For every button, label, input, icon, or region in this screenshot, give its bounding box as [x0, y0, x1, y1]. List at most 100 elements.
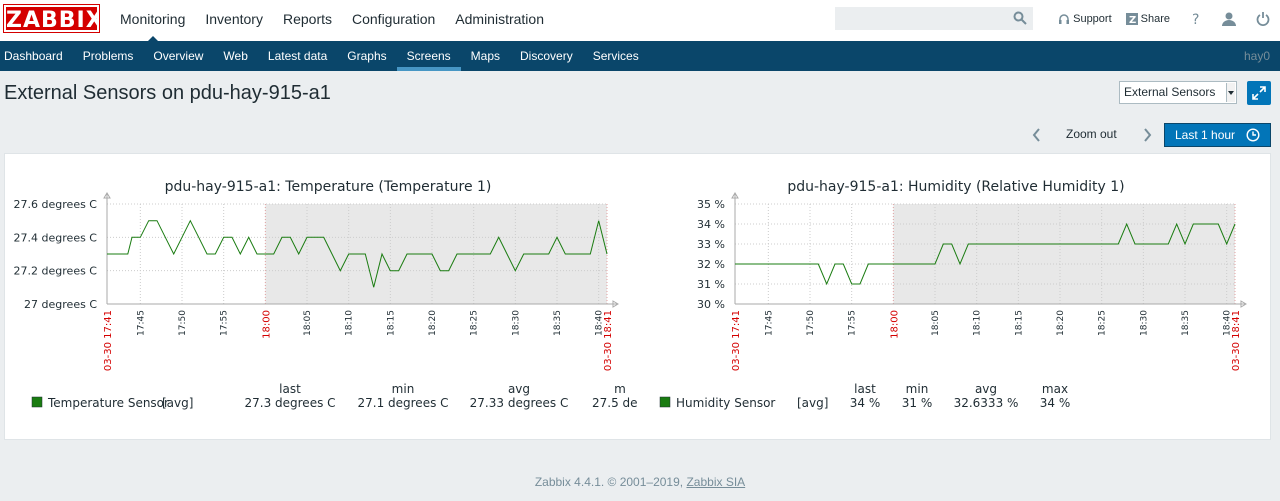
x-tick-label: 18:20: [1056, 310, 1066, 336]
x-tick-label: 18:05: [303, 310, 313, 336]
submenu-latest-data[interactable]: Latest data: [267, 49, 328, 63]
menu-administration[interactable]: Administration: [455, 11, 544, 27]
top-links: Support Z Share ?: [1044, 0, 1270, 38]
submenu-graphs[interactable]: Graphs: [347, 49, 387, 63]
screen-select[interactable]: External Sensors: [1119, 81, 1237, 104]
x-red-tick-label: 03-30 18:41: [1231, 310, 1242, 371]
menu-inventory[interactable]: Inventory: [205, 11, 263, 27]
legend-value-avg: 32.6333 %: [954, 396, 1019, 410]
zabbix-logo[interactable]: ZABBIX: [3, 4, 103, 33]
y-tick-label: 27.2 degrees C: [14, 265, 98, 278]
legend-swatch: [659, 396, 671, 408]
user-icon: [1222, 12, 1236, 26]
y-axis-arrow: [731, 192, 739, 199]
legend-series-name: Humidity Sensor: [676, 396, 775, 410]
y-tick-label: 34 %: [697, 218, 725, 231]
submenu-web[interactable]: Web: [223, 49, 248, 63]
clock-icon: [1246, 128, 1260, 142]
search-icon[interactable]: [1013, 11, 1027, 25]
y-tick-label: 30 %: [697, 298, 725, 311]
graph-title: pdu-hay-915-a1: Temperature (Temperature…: [165, 179, 492, 195]
screen-select-value: External Sensors: [1124, 85, 1216, 99]
main-menu: Monitoring Inventory Reports Configurati…: [110, 0, 554, 42]
graph-legend: last min avg max Humidity Sensor [avg] 34 % 31 …: [659, 382, 1071, 410]
x-red-tick-label: 18:00: [261, 310, 272, 339]
submenu-dashboard[interactable]: Dashboard: [4, 49, 63, 63]
legend-header: last: [279, 382, 301, 396]
x-tick-label: 17:45: [136, 310, 146, 336]
menu-monitoring[interactable]: Monitoring: [110, 0, 195, 42]
top-header: ZABBIX Monitoring Inventory Reports Conf…: [0, 0, 1280, 42]
x-tick-label: 18:40: [595, 310, 605, 336]
x-tick-label: 18:40: [1223, 310, 1233, 336]
graphs-canvas: pdu-hay-915-a1: Temperature (Temperature…: [14, 179, 1247, 410]
submenu-services[interactable]: Services: [592, 49, 639, 63]
shaded-zone: [265, 204, 607, 304]
x-axis-arrow: [1240, 300, 1247, 308]
chevron-left-icon: [1032, 128, 1040, 142]
support-link[interactable]: Support: [1058, 13, 1112, 25]
legend-header: m: [614, 382, 626, 396]
x-tick-label: 18:25: [470, 310, 480, 336]
share-label: Share: [1140, 13, 1170, 25]
submenu-discovery[interactable]: Discovery: [520, 49, 573, 63]
x-tick-label: 17:55: [848, 310, 858, 336]
share-link[interactable]: Z Share: [1125, 13, 1170, 25]
search-input[interactable]: [835, 7, 1033, 30]
legend-value-min: 27.1 degrees C: [357, 396, 448, 410]
next-period-button[interactable]: [1139, 124, 1155, 146]
support-label: Support: [1073, 13, 1112, 25]
x-tick-label: 18:10: [973, 310, 983, 336]
footer-text: Zabbix 4.4.1. © 2001–2019,: [534, 475, 684, 489]
legend-value-avg: 27.33 degrees C: [470, 396, 569, 410]
graph-temperature: pdu-hay-915-a1: Temperature (Temperature…: [14, 179, 637, 410]
x-tick-label: 18:30: [1139, 310, 1149, 336]
legend-func: [avg]: [797, 396, 828, 410]
menu-reports[interactable]: Reports: [282, 11, 332, 27]
legend-func: [avg]: [162, 396, 193, 410]
x-tick-label: 17:50: [806, 310, 816, 336]
series-line: [735, 222, 1236, 286]
legend-header: max: [1042, 382, 1068, 396]
legend-header: min: [906, 382, 929, 396]
footer-link[interactable]: Zabbix SIA: [686, 475, 746, 489]
chevron-right-icon: [1144, 128, 1152, 142]
x-tick-label: 18:10: [345, 310, 355, 336]
legend-header: avg: [975, 382, 997, 396]
profile-button[interactable]: [1222, 12, 1236, 26]
submenu-maps[interactable]: Maps: [470, 49, 501, 63]
y-tick-label: 31 %: [697, 278, 725, 291]
legend-value-last: 34 %: [850, 396, 881, 410]
x-axis-arrow: [612, 300, 619, 308]
prev-period-button[interactable]: [1029, 124, 1045, 146]
submenu-screens[interactable]: Screens: [396, 41, 461, 71]
graph-humidity: pdu-hay-915-a1: Humidity (Relative Humid…: [659, 179, 1247, 410]
fullscreen-icon: [1252, 86, 1266, 100]
svg-text:?: ?: [1192, 12, 1199, 26]
x-red-tick-label: 03-30 17:41: [731, 310, 742, 371]
legend-value-max: 34 %: [1040, 396, 1071, 410]
shaded-zone: [893, 204, 1235, 304]
time-period-button[interactable]: Last 1 hour: [1164, 123, 1271, 147]
graph-title: pdu-hay-915-a1: Humidity (Relative Humid…: [787, 179, 1124, 195]
y-tick-label: 27 degrees C: [24, 298, 97, 311]
share-icon: Z: [1125, 13, 1138, 25]
logout-button[interactable]: [1256, 12, 1270, 26]
fullscreen-button[interactable]: [1247, 81, 1271, 105]
submenu-overview[interactable]: Overview: [153, 49, 204, 63]
menu-configuration[interactable]: Configuration: [352, 11, 436, 27]
x-tick-label: 18:15: [1014, 310, 1024, 336]
x-tick-label: 17:55: [220, 310, 230, 336]
page-title: External Sensors on pdu-hay-915-a1: [4, 82, 331, 104]
help-button[interactable]: ?: [1190, 12, 1202, 26]
submenu-problems[interactable]: Problems: [82, 49, 134, 63]
y-tick-label: 35 %: [697, 198, 725, 211]
graph-legend: last min avg m Temperature Sensor[avg] 27.3 d…: [31, 382, 637, 410]
zoom-out-button[interactable]: Zoom out: [1066, 127, 1117, 141]
help-icon: ?: [1192, 12, 1199, 26]
sub-menu: Dashboard Problems Overview Web Latest d…: [0, 41, 1280, 71]
legend-header: last: [854, 382, 876, 396]
legend-value-last: 27.3 degrees C: [244, 396, 335, 410]
series-line: [107, 219, 608, 288]
x-tick-label: 18:20: [428, 310, 438, 336]
